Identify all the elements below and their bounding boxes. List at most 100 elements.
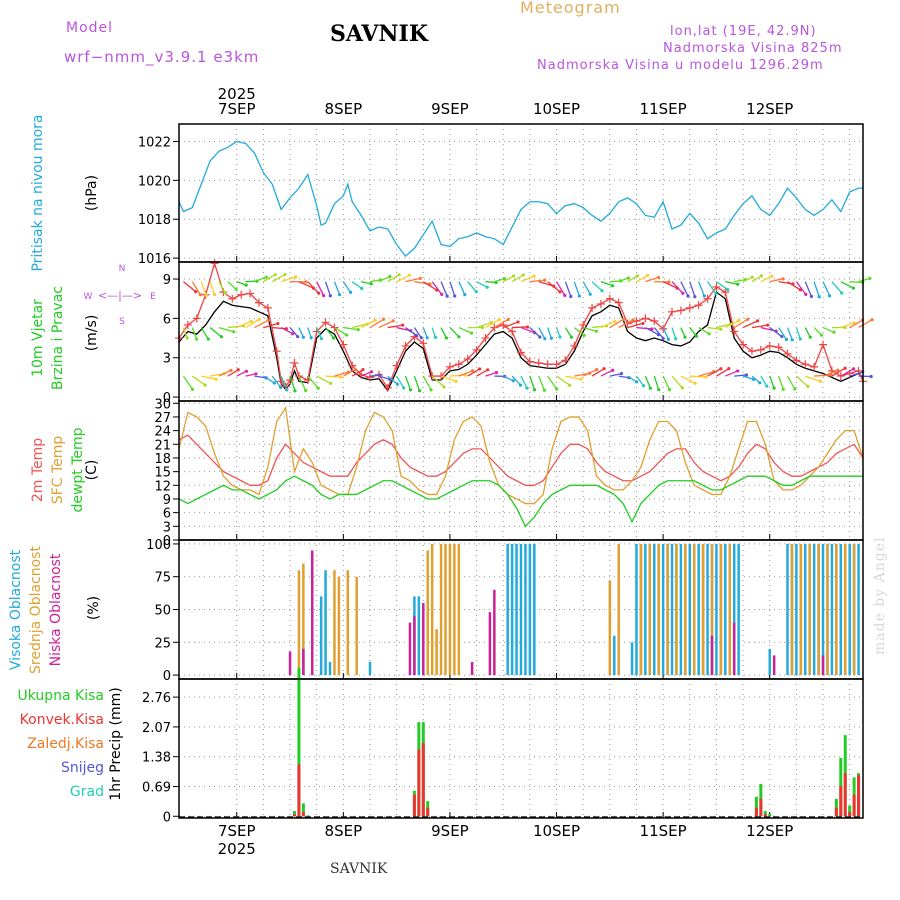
wind-arrow [751, 375, 761, 384]
wind-arrow [351, 369, 364, 377]
model-name: wrf−nmm_v3.9.1 e3km [64, 48, 260, 66]
gust-marker [703, 294, 712, 303]
wind-arrow [804, 281, 812, 297]
wind-arrow [431, 375, 445, 388]
wind-arrow [769, 278, 784, 283]
wind-arrow-head [619, 372, 624, 376]
temperature-label: 2m Temp [30, 438, 46, 502]
bar [302, 563, 305, 676]
y-tick-label: 9 [163, 273, 171, 288]
wind-arrow [849, 281, 863, 284]
wind-arrow [707, 368, 722, 377]
bar [701, 543, 705, 676]
wind-arrow [360, 281, 372, 285]
wind-arrow [707, 326, 721, 330]
wind-arrow-head [635, 274, 640, 278]
wind-arrow-head [772, 386, 776, 390]
wind-arrow-head [229, 368, 233, 372]
gust-marker [694, 301, 703, 310]
bar [808, 543, 811, 676]
wind-arrow [716, 323, 731, 329]
wind-arrow [369, 318, 384, 329]
bar [306, 815, 310, 817]
wind-arrow-head [569, 335, 573, 339]
wind-arrow-head [600, 289, 604, 293]
wind-arrow [254, 375, 267, 379]
bottom-day-label: 9SEP [431, 822, 469, 840]
wind-arrow [565, 375, 582, 380]
bar [324, 570, 327, 676]
wind-arrow [538, 327, 546, 339]
wind-arrow-head [828, 294, 832, 298]
wind-arrow-head [419, 336, 423, 340]
gust-marker [641, 314, 650, 323]
bar [848, 805, 852, 817]
wind-arrow [725, 320, 740, 329]
bottom-day-label: 11SEP [640, 822, 687, 840]
gust-marker [747, 347, 756, 356]
bar [670, 543, 674, 676]
wind-arrow-head [631, 318, 635, 322]
bar [644, 543, 647, 676]
wind-arrow-head [648, 386, 652, 390]
wind-arrow [520, 326, 535, 334]
wind-arrow [467, 281, 477, 293]
gust-marker [272, 347, 281, 356]
bar [310, 550, 314, 676]
wind-arrow [289, 327, 299, 338]
wind-arrow [733, 318, 748, 329]
wind-arrow-head [429, 388, 433, 392]
wind-arrow [218, 369, 232, 377]
bar [639, 543, 643, 676]
wind-arrow [476, 281, 488, 288]
wind-arrow-head [737, 318, 741, 323]
wind-arrow [760, 275, 773, 283]
bar [648, 543, 652, 676]
wind-arrow [422, 375, 432, 391]
y-tick-label: 0 [163, 669, 171, 684]
bar [834, 807, 838, 817]
wind-arrow-head [770, 274, 774, 278]
wind-arrow [627, 275, 638, 283]
wind-arrow-head [264, 275, 268, 279]
wind-arrow-head [694, 334, 699, 338]
top-day-label: 12SEP [746, 100, 793, 118]
wind-arrow [343, 326, 359, 331]
wind-arrow-head [453, 294, 457, 298]
gust-marker [685, 303, 694, 312]
wind-arrow-head [397, 273, 401, 277]
bar [830, 543, 834, 676]
precip-legend-label: Snijeg [61, 760, 104, 776]
bar [292, 814, 296, 817]
wind-arrow [449, 327, 460, 338]
y-tick-label: 0.69 [142, 780, 171, 795]
gust-marker [246, 289, 255, 298]
wind-arrow [511, 375, 521, 386]
gust-marker [819, 340, 828, 349]
pressure-title: Pritisak na nivou mora [30, 114, 46, 271]
wind-arrow-head [683, 335, 687, 339]
wind-arrow [236, 320, 252, 329]
gust-marker [792, 356, 801, 365]
wind-arrow-head [425, 336, 429, 340]
wind-arrow-head [407, 273, 412, 277]
top-day-label: 11SEP [640, 100, 687, 118]
wind-arrow [236, 370, 247, 377]
wind-arrow [458, 281, 466, 295]
gust-marker [445, 362, 454, 371]
wind-arrow-head [512, 274, 516, 278]
y-tick-label: 1022 [138, 135, 171, 150]
wind-arrow [786, 375, 796, 390]
bar [666, 543, 669, 676]
wind-arrow [245, 373, 256, 377]
precip-legend-label: Ukupna Kisa [17, 688, 104, 704]
wind-arrow [298, 281, 314, 289]
bar [821, 655, 825, 676]
wind-arrow-head [223, 291, 227, 295]
wind-arrow [662, 375, 671, 390]
wind-arrow [786, 327, 793, 341]
wind-arrow-head [485, 285, 489, 289]
wind-arrow-head [454, 379, 458, 383]
wind-arrow-head [331, 336, 336, 340]
bar [763, 811, 767, 817]
